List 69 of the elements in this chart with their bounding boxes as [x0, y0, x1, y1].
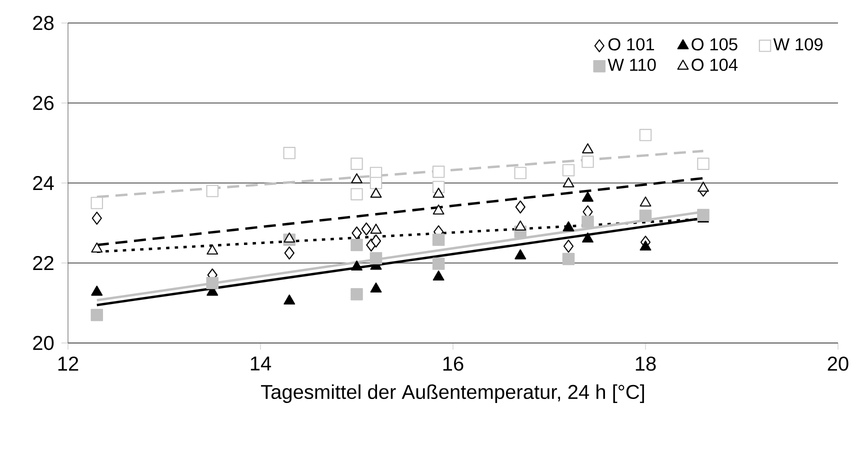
legend-label: O 101: [608, 38, 654, 50]
point: [432, 258, 445, 270]
point: [698, 182, 709, 192]
x-tick-label: 14: [250, 356, 272, 370]
point: [562, 252, 575, 266]
point: [352, 226, 362, 240]
point: [351, 173, 362, 184]
point: [562, 221, 574, 232]
y-tick-label: 22: [33, 256, 54, 270]
x-tick-label: 12: [58, 356, 78, 371]
point: [432, 204, 444, 215]
point: [361, 222, 372, 236]
point: [284, 294, 296, 305]
legend-label: O 105: [692, 38, 738, 50]
point: [432, 270, 444, 281]
point: [350, 188, 363, 200]
point: [370, 188, 382, 198]
point: [206, 184, 219, 198]
point: [370, 234, 382, 248]
point: [350, 238, 363, 252]
point: [370, 176, 382, 190]
legend-label: O 104: [692, 58, 738, 71]
y-tick-label: 26: [33, 96, 54, 110]
point: [582, 156, 594, 168]
point: [284, 232, 296, 243]
point: [432, 166, 445, 178]
point: [90, 308, 104, 322]
point: [432, 188, 444, 198]
point: [91, 242, 103, 253]
point: [562, 164, 575, 176]
point: [640, 240, 652, 251]
x-tick-label: 16: [443, 356, 464, 371]
point: [283, 146, 296, 160]
point: [90, 196, 104, 210]
point: [284, 246, 294, 260]
point: [562, 177, 574, 188]
x-tick-label: 18: [636, 356, 656, 371]
point: [563, 240, 574, 253]
point: [370, 224, 382, 234]
point: [514, 220, 526, 231]
point: [582, 216, 594, 228]
x-tick-label: 20: [828, 356, 848, 371]
point: [697, 158, 710, 170]
point: [92, 212, 102, 225]
point: [351, 260, 362, 271]
point: [515, 200, 526, 214]
point: [350, 288, 363, 300]
point: [639, 128, 652, 142]
point: [514, 249, 526, 260]
point: [206, 244, 218, 255]
point: [582, 192, 594, 202]
point: [514, 166, 527, 180]
point: [370, 252, 382, 264]
point: [91, 286, 103, 296]
x-axis-title: Tagesmittel der Außentemperatur, 24 h [°C]: [261, 384, 644, 403]
y-tick-label: 28: [33, 16, 54, 30]
point: [206, 276, 219, 290]
point: [370, 282, 382, 293]
y-tick-label: 20: [33, 336, 54, 350]
point: [432, 234, 445, 246]
point: [582, 232, 594, 243]
point: [582, 143, 594, 154]
point: [350, 158, 363, 170]
point: [640, 196, 652, 207]
point: [639, 210, 652, 222]
point: [697, 208, 710, 222]
legend-label: W 110: [608, 58, 656, 71]
legend-label: W 109: [773, 38, 823, 50]
y-tick-label: 24: [33, 176, 54, 190]
